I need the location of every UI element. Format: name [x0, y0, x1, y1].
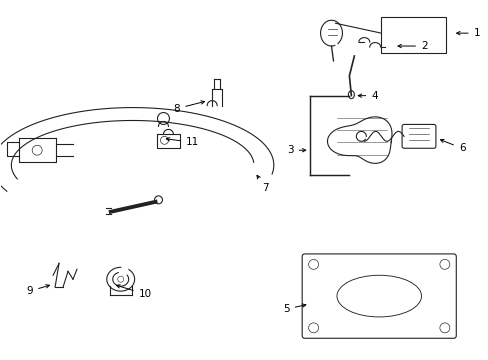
Text: 3: 3: [286, 145, 305, 155]
Bar: [381, 17, 445, 53]
Text: 4: 4: [358, 91, 377, 101]
Text: 7: 7: [257, 175, 268, 193]
Text: 5: 5: [283, 304, 305, 314]
Text: 8: 8: [173, 101, 204, 113]
Text: 10: 10: [116, 285, 151, 299]
Text: 1: 1: [456, 28, 479, 38]
Text: 2: 2: [397, 41, 427, 51]
Text: 9: 9: [26, 285, 49, 296]
Text: 11: 11: [166, 137, 198, 147]
Text: 6: 6: [440, 139, 465, 153]
